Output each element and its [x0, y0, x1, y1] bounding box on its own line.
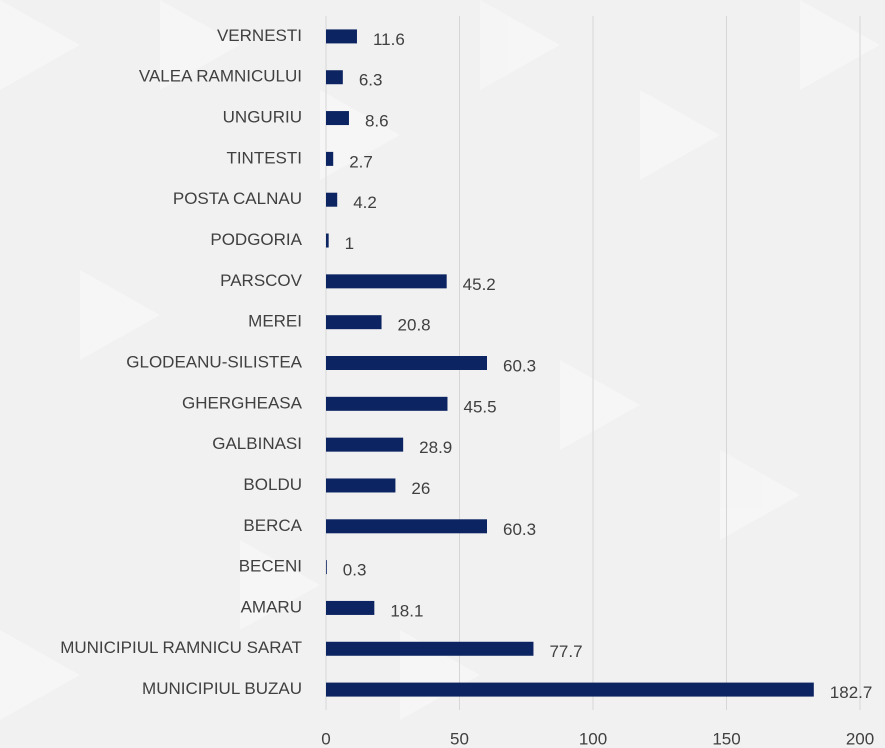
x-tick-label: 150 — [712, 729, 740, 748]
x-tick-label: 0 — [321, 729, 330, 748]
data-label: 11.6 — [373, 30, 405, 49]
data-label: 2.7 — [349, 152, 373, 171]
data-label: 77.7 — [549, 642, 582, 661]
bar — [326, 478, 396, 493]
background-pattern — [0, 0, 880, 720]
bar — [326, 70, 343, 85]
y-tick-label: PARSCOV — [220, 271, 303, 290]
bar — [326, 437, 404, 452]
y-tick-label: MEREI — [248, 312, 302, 331]
bar — [326, 600, 375, 615]
bar — [326, 356, 488, 370]
data-label: 28.9 — [419, 438, 452, 457]
y-tick-label: UNGURIU — [223, 108, 302, 127]
x-tick-label: 200 — [846, 729, 874, 748]
y-tick-label: BERCA — [243, 516, 302, 535]
bar — [326, 233, 329, 248]
y-tick-label: VALEA RAMNICULUI — [139, 67, 302, 86]
y-tick-label: GALBINASI — [212, 434, 302, 453]
y-tick-label: MUNICIPIUL RAMNICU SARAT — [60, 638, 302, 657]
bar — [326, 641, 534, 656]
data-label: 26 — [411, 479, 430, 498]
x-tick-label: 50 — [450, 729, 469, 748]
data-label: 1 — [345, 234, 354, 253]
bar — [326, 519, 488, 534]
data-label: 4.2 — [353, 193, 377, 212]
y-tick-label: BECENI — [239, 557, 302, 576]
y-tick-label: MUNICIPIUL BUZAU — [142, 679, 302, 698]
data-label: 18.1 — [390, 601, 423, 620]
bar — [326, 192, 338, 207]
data-label: 45.5 — [463, 397, 496, 416]
bar — [326, 29, 357, 44]
data-label: 60.3 — [503, 356, 536, 375]
data-label: 182.7 — [830, 683, 873, 702]
data-label: 8.6 — [365, 112, 389, 131]
y-tick-label: AMARU — [241, 597, 302, 616]
bar — [326, 111, 349, 126]
y-tick-label: POSTA CALNAU — [173, 189, 302, 208]
bar — [326, 274, 447, 289]
bar — [326, 151, 334, 166]
data-label: 60.3 — [503, 520, 536, 539]
y-tick-label: GLODEANU-SILISTEA — [126, 352, 302, 371]
bar — [326, 315, 382, 330]
data-label: 6.3 — [359, 71, 383, 90]
data-label: 20.8 — [398, 316, 431, 335]
data-label: 45.2 — [463, 275, 496, 294]
y-tick-label: GHERGHEASA — [182, 393, 303, 412]
bar — [326, 560, 327, 575]
y-tick-label: PODGORIA — [210, 230, 302, 249]
y-tick-label: VERNESTI — [217, 26, 302, 45]
bar — [326, 396, 448, 411]
x-tick-label: 100 — [579, 729, 607, 748]
y-tick-label: TINTESTI — [226, 148, 302, 167]
data-label: 0.3 — [343, 561, 367, 580]
bar — [326, 682, 814, 697]
y-tick-label: BOLDU — [243, 475, 302, 494]
